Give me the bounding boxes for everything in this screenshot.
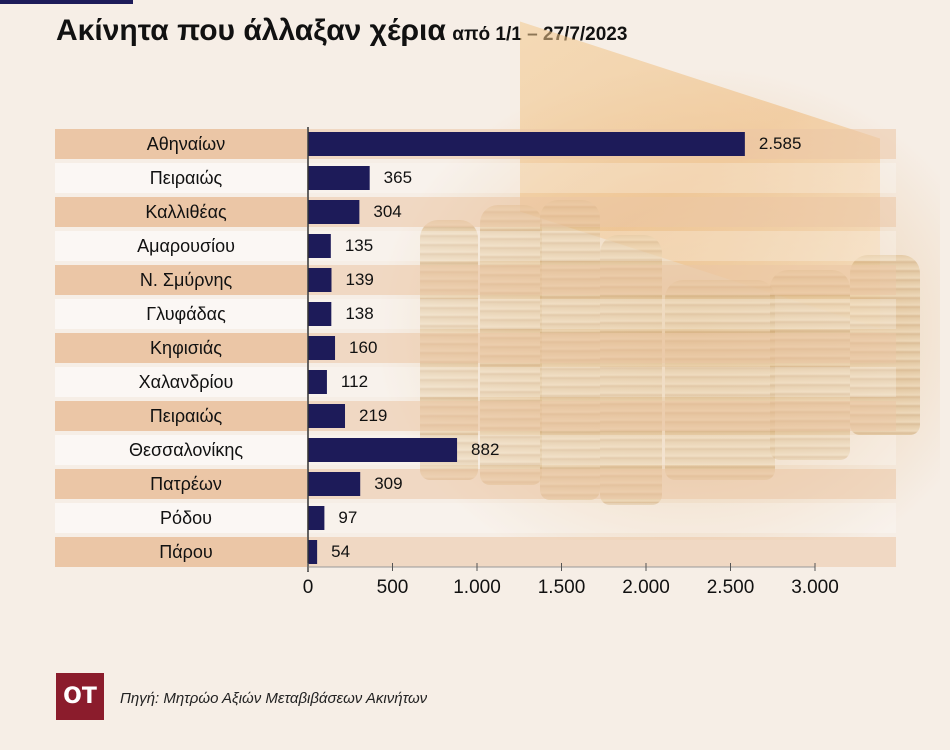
category-band	[55, 197, 307, 227]
category-band	[55, 163, 307, 193]
category-label: Καλλιθέας	[145, 202, 227, 222]
row-band	[308, 537, 896, 567]
value-label: 2.585	[759, 134, 802, 153]
value-label: 112	[341, 372, 368, 391]
row-band	[308, 469, 896, 499]
category-label: Πατρέων	[150, 474, 222, 494]
row-band	[308, 299, 896, 329]
chart-title-row: Ακίνητα που άλλαξαν χέρια από 1/1 – 27/7…	[56, 14, 627, 48]
bar	[308, 404, 346, 428]
bar	[308, 336, 336, 360]
x-tick-label: 2.000	[622, 577, 670, 598]
category-label: Ν. Σμύρνης	[140, 270, 233, 290]
top-accent-rule	[0, 0, 133, 4]
category-band	[55, 129, 307, 159]
category-label: Θεσσαλονίκης	[129, 440, 243, 460]
category-label: Γλυφάδας	[146, 304, 226, 324]
x-tick-label: 2.500	[707, 577, 755, 598]
x-tick-label: 3.000	[791, 577, 839, 598]
category-band	[55, 299, 307, 329]
publisher-logo: OT	[56, 673, 104, 720]
category-band	[55, 333, 307, 363]
category-label: Κηφισιάς	[150, 338, 222, 358]
value-label: 304	[373, 202, 401, 221]
category-label: Αμαρουσίου	[137, 236, 235, 256]
bar	[308, 472, 361, 496]
value-label: 135	[345, 236, 373, 255]
category-band	[55, 265, 307, 295]
category-band	[55, 367, 307, 397]
category-label: Χαλανδρίου	[139, 372, 234, 392]
category-band	[55, 401, 307, 431]
row-band	[308, 197, 896, 227]
value-label: 139	[345, 270, 373, 289]
bar	[308, 166, 370, 190]
x-tick-label: 0	[303, 577, 314, 598]
category-band	[55, 537, 307, 567]
category-band	[55, 231, 307, 261]
category-band	[55, 435, 307, 465]
chart-title: Ακίνητα που άλλαξαν χέρια	[56, 14, 446, 47]
value-label: 54	[331, 542, 350, 561]
category-band	[55, 469, 307, 499]
value-label: 160	[349, 338, 377, 357]
x-tick-label: 500	[377, 577, 409, 598]
row-band	[308, 265, 896, 295]
value-label: 365	[384, 168, 412, 187]
bar	[308, 234, 331, 258]
value-label: 97	[338, 508, 357, 527]
row-band	[308, 231, 896, 261]
coin-stack-decoration	[665, 280, 775, 480]
bar	[308, 506, 325, 530]
category-label: Πειραιώς	[150, 168, 223, 188]
bar	[308, 438, 458, 462]
row-band	[308, 163, 896, 193]
bar	[308, 132, 745, 156]
row-band	[308, 503, 896, 533]
bar	[308, 540, 318, 564]
category-label: Αθηναίων	[147, 134, 226, 154]
row-band	[308, 367, 896, 397]
row-band	[308, 401, 896, 431]
value-label: 219	[359, 406, 387, 425]
bar	[308, 302, 332, 326]
category-label: Πάρου	[159, 542, 213, 562]
value-label: 309	[374, 474, 402, 493]
category-label: Πειραιώς	[150, 406, 223, 426]
bar	[308, 370, 327, 394]
value-label: 882	[471, 440, 499, 459]
x-tick-label: 1.000	[453, 577, 501, 598]
value-label: 138	[345, 304, 373, 323]
bar	[308, 200, 360, 224]
source-note: Πηγή: Μητρώο Αξιών Μεταβιβάσεων Ακινήτων	[120, 690, 428, 707]
row-band	[308, 333, 896, 363]
bar	[308, 268, 332, 292]
x-tick-label: 1.500	[538, 577, 586, 598]
category-label: Ρόδου	[160, 508, 212, 528]
category-band	[55, 503, 307, 533]
